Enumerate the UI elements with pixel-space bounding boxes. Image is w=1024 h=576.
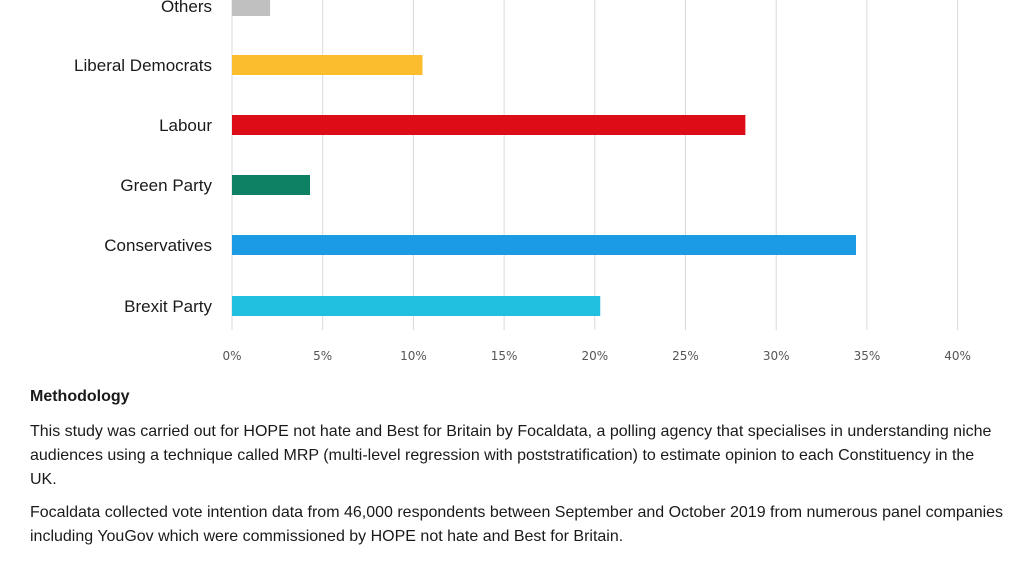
x-tick-label: 25% [672, 349, 699, 363]
category-label: Others [161, 0, 212, 16]
x-tick-label: 20% [581, 349, 608, 363]
category-label: Liberal Democrats [74, 56, 212, 75]
category-label: Green Party [120, 176, 212, 195]
bar-chart: Others Liberal Democrats Labour Green Party… [74, 0, 971, 363]
x-axis-tick-labels: 0% 5% 10% 15% 20% 25% 30% 35% 40% [222, 349, 970, 363]
x-tick-label: 35% [854, 349, 881, 363]
bar-brexit-party [232, 296, 601, 316]
bar-conservatives [232, 235, 857, 255]
chart-bars [232, 0, 857, 316]
x-tick-label: 0% [222, 349, 241, 363]
bar-labour [232, 115, 746, 135]
bar-liberal-democrats [232, 55, 423, 75]
category-label: Conservatives [104, 236, 212, 255]
x-tick-label: 15% [491, 349, 518, 363]
category-labels: Others Liberal Democrats Labour Green Party… [74, 0, 212, 316]
x-tick-label: 40% [944, 349, 971, 363]
category-label: Brexit Party [124, 297, 212, 316]
methodology-heading: Methodology [30, 388, 130, 405]
methodology-paragraph-1: This study was carried out for HOPE not … [30, 423, 992, 488]
x-tick-label: 5% [313, 349, 332, 363]
bar-green-party [232, 175, 311, 195]
category-label: Labour [159, 116, 212, 135]
x-tick-label: 30% [763, 349, 790, 363]
chart-gridlines [231, 0, 959, 330]
methodology-section: Methodology This study was carried out f… [30, 388, 1005, 558]
bar-others [232, 0, 271, 16]
x-tick-label: 10% [400, 349, 427, 363]
methodology-paragraph-2: Focaldata collected vote intention data … [30, 504, 1004, 545]
